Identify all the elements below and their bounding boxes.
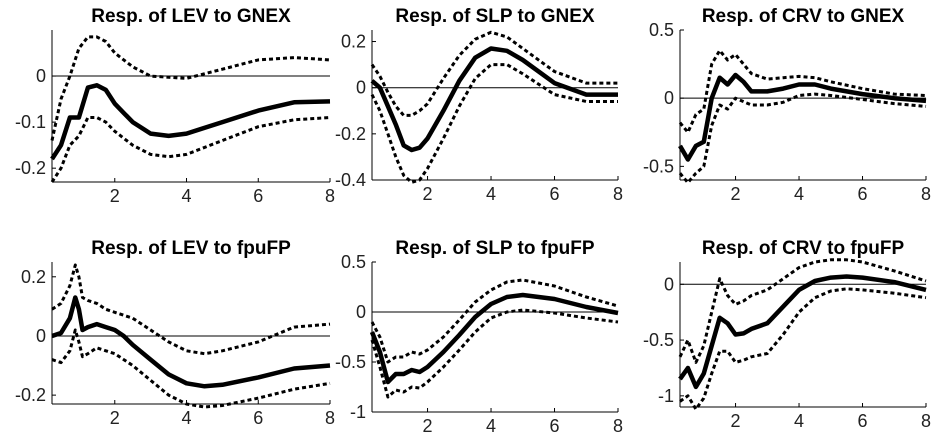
series-upper	[370, 278, 619, 364]
series-response	[50, 83, 331, 161]
panel-slp-fpufp: Resp. of SLP to fpuFP 2 4 6 8 -1 -0.5 0 0.5	[335, 238, 623, 436]
y-tick-label: -1	[350, 402, 366, 422]
series-lower	[50, 116, 331, 183]
y-tick-label: 0.5	[341, 252, 366, 272]
panel-title: Resp. of SLP to fpuFP	[395, 238, 594, 259]
y-tick-label: -0.2	[15, 158, 46, 178]
x-tick-label: 8	[613, 416, 623, 436]
x-tick-label: 8	[921, 411, 931, 431]
y-tick-label: 0	[664, 274, 674, 294]
series-lower	[370, 308, 619, 399]
series-upper	[370, 30, 618, 117]
series-upper	[51, 263, 331, 356]
x-tick-label: 6	[253, 186, 263, 206]
x-tick-label: 6	[550, 184, 560, 204]
panel-title: Resp. of SLP to GNEX	[395, 6, 595, 27]
x-tick-label: 4	[182, 408, 192, 428]
series-upper	[678, 258, 927, 364]
y-tick-label: -0.1	[15, 112, 46, 132]
panel-title: Resp. of CRV to fpuFP	[702, 238, 905, 259]
series-lower	[370, 63, 618, 184]
x-tick-label: 2	[731, 411, 741, 431]
y-tick-label: -0.5	[335, 352, 366, 372]
x-tick-label: 2	[731, 184, 741, 204]
panel-title: Resp. of CRV to GNEX	[702, 6, 905, 27]
x-tick-label: 6	[253, 408, 263, 428]
panel-lev-fpufp: Resp. of LEV to fpuFP 2 4 6 8 -0.2 0 0.2	[15, 238, 335, 428]
y-tick-label: -0.4	[335, 170, 366, 190]
x-tick-label: 2	[423, 184, 433, 204]
y-tick-label: 0.5	[649, 20, 674, 40]
x-tick-label: 4	[182, 186, 192, 206]
panel-crv-gnex: Resp. of CRV to GNEX 2 4 6 8 -0.5 0 0.5	[643, 6, 931, 204]
series-lower	[679, 287, 927, 411]
panel-lev-gnex: Resp. of LEV to GNEX 2 4 6 8 -0.2 -0.1 0	[15, 6, 335, 206]
y-tick-label: 0	[664, 88, 674, 108]
series-response	[369, 292, 619, 385]
series-response	[678, 72, 927, 162]
x-tick-label: 8	[325, 186, 335, 206]
series-lower	[678, 92, 927, 185]
x-tick-label: 2	[423, 416, 433, 436]
y-tick-label: -0.5	[643, 156, 674, 176]
x-tick-label: 4	[486, 184, 496, 204]
x-tick-label: 8	[613, 184, 623, 204]
x-tick-label: 4	[794, 411, 804, 431]
x-tick-label: 6	[858, 411, 868, 431]
y-tick-label: 0	[356, 302, 366, 322]
x-tick-label: 6	[858, 184, 868, 204]
y-tick-label: 0	[36, 66, 46, 86]
series-upper	[50, 35, 331, 141]
series-response	[370, 46, 618, 153]
series-response	[51, 295, 331, 389]
y-tick-label: -1	[658, 386, 674, 406]
y-tick-label: -0.2	[335, 124, 366, 144]
panel-slp-gnex: Resp. of SLP to GNEX 2 4 6 8 -0.4 -0.2 0 0.2	[335, 6, 623, 204]
x-tick-label: 2	[110, 186, 120, 206]
panel-crv-fpufp: Resp. of CRV to fpuFP 2 4 6 8 -1 -0.5 0	[643, 238, 931, 431]
panel-title: Resp. of LEV to GNEX	[91, 6, 291, 27]
y-tick-label: 0.2	[341, 32, 366, 52]
x-tick-label: 2	[110, 408, 120, 428]
y-tick-label: -0.5	[643, 330, 674, 350]
x-tick-label: 8	[921, 184, 931, 204]
y-tick-label: 0.2	[21, 267, 46, 287]
panel-title: Resp. of LEV to fpuFP	[91, 238, 291, 259]
x-tick-label: 4	[794, 184, 804, 204]
x-tick-label: 8	[325, 408, 335, 428]
y-tick-label: 0	[36, 326, 46, 346]
x-tick-label: 6	[550, 416, 560, 436]
series-lower	[51, 328, 331, 409]
y-tick-label: 0	[356, 78, 366, 98]
series-response	[678, 274, 927, 390]
x-tick-label: 4	[486, 416, 496, 436]
series-upper	[678, 49, 927, 134]
y-tick-label: -0.2	[15, 385, 46, 405]
